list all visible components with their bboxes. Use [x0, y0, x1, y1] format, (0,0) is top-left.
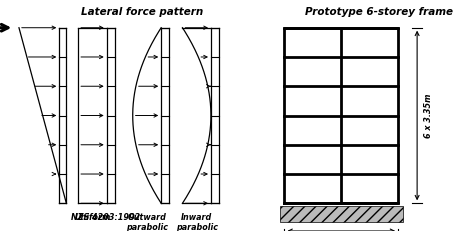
Text: Prototype 6-storey frame: Prototype 6-storey frame — [305, 7, 453, 17]
Text: Uniform: Uniform — [74, 213, 110, 222]
Text: Inward
parabolic: Inward parabolic — [176, 213, 218, 231]
Text: NZS 4203:1992: NZS 4203:1992 — [71, 213, 140, 222]
Text: 6 x 3.35m: 6 x 3.35m — [424, 93, 433, 138]
Text: Outward
parabolic: Outward parabolic — [126, 213, 168, 231]
Bar — [280, 206, 403, 222]
Text: Lateral force pattern: Lateral force pattern — [81, 7, 203, 17]
